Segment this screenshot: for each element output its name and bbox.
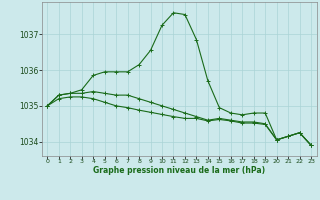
- X-axis label: Graphe pression niveau de la mer (hPa): Graphe pression niveau de la mer (hPa): [93, 166, 265, 175]
